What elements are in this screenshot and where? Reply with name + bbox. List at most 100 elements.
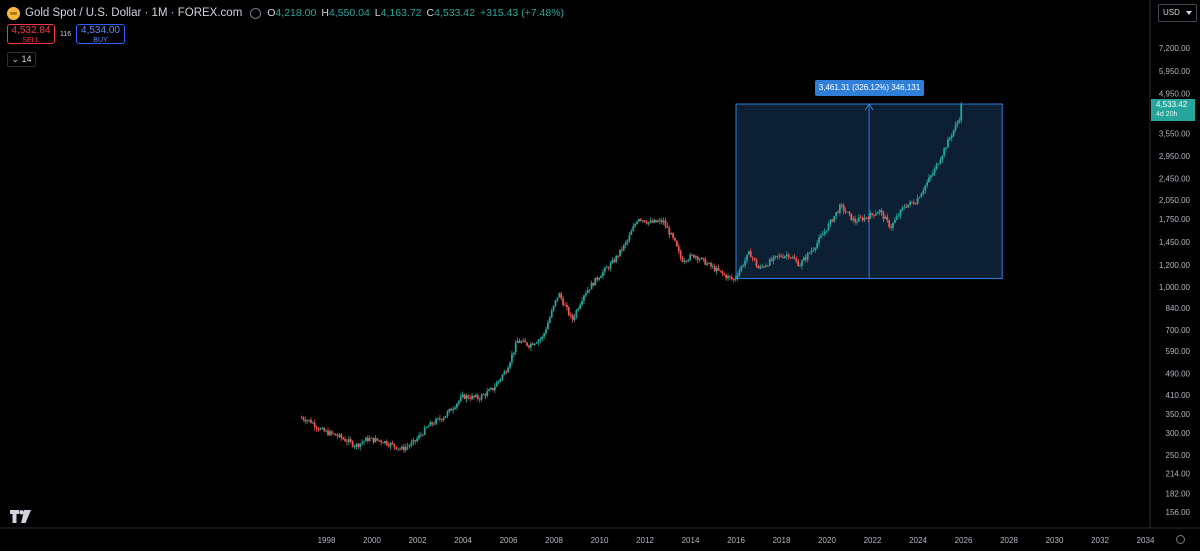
candle (336, 433, 339, 439)
candle (768, 257, 771, 267)
candle (448, 408, 451, 414)
candle (797, 258, 800, 267)
candle (476, 393, 479, 401)
candle (609, 261, 612, 272)
candle (327, 427, 329, 436)
candle (632, 222, 635, 232)
candle (456, 402, 458, 411)
candle (675, 240, 678, 247)
candle (886, 213, 889, 223)
sell-button[interactable]: 4,532.84 SELL (7, 24, 55, 44)
candle (562, 295, 564, 307)
candle (897, 212, 900, 218)
candle (529, 341, 532, 351)
ohlc-high: H4,550.04 (321, 7, 370, 19)
candle (729, 275, 731, 281)
candle (804, 254, 807, 263)
symbol-title[interactable]: Gold Spot / U.S. Dollar · 1M · FOREX.com (25, 7, 243, 19)
candle (715, 265, 718, 275)
settings-gear-icon[interactable] (1176, 535, 1185, 544)
ohlc-low: L4,163.72 (374, 7, 422, 19)
y-tick-label: 2,450.00 (1159, 175, 1191, 184)
candle (656, 218, 659, 223)
candle (393, 443, 396, 450)
candle (928, 174, 930, 183)
price-range-measure (735, 103, 1003, 280)
candle (641, 219, 644, 223)
candle (863, 214, 866, 223)
candle (346, 438, 348, 446)
candle (890, 223, 892, 231)
candle (638, 218, 640, 223)
y-tick-label: 700.00 (1166, 326, 1191, 335)
price-axis: 7,200.00 5,950.00 4,950.00 3,550.00 2,950.00… (1149, 0, 1191, 528)
candle (954, 121, 957, 133)
currency-selector[interactable]: USD (1158, 4, 1197, 22)
candle (575, 309, 578, 320)
candle (787, 253, 790, 260)
candle (689, 252, 692, 262)
candle (634, 222, 637, 228)
measure-arrowhead (864, 103, 874, 111)
candle (531, 342, 534, 346)
candle (427, 424, 430, 428)
candle (916, 194, 919, 205)
candle (808, 251, 811, 254)
candle (330, 429, 333, 437)
last-price-label: 4,533.42 4d 20h (1151, 99, 1195, 121)
candle (323, 427, 326, 432)
candle (774, 255, 777, 260)
indicator-toggle[interactable]: ⌄ 14 (7, 52, 36, 67)
candle (757, 265, 760, 269)
candle (789, 256, 792, 260)
candle (888, 219, 891, 229)
x-tick-label: 2014 (682, 536, 700, 545)
spread-value: 116 (60, 31, 72, 38)
candle (550, 308, 553, 319)
y-tick-label: 300.00 (1166, 429, 1191, 438)
candle (799, 263, 801, 267)
candle (412, 437, 415, 446)
x-tick-label: 2002 (409, 536, 427, 545)
candle (503, 369, 506, 376)
candle (507, 365, 510, 373)
candle (713, 263, 716, 273)
candle (342, 436, 345, 441)
candle (526, 342, 528, 347)
candle (459, 393, 462, 403)
x-tick-label: 2030 (1046, 536, 1064, 545)
candle (492, 387, 494, 392)
candle (571, 313, 574, 323)
candle (543, 332, 546, 340)
candle (759, 264, 762, 270)
candle (922, 187, 925, 196)
candle (564, 302, 566, 306)
candle (509, 361, 511, 370)
candle (401, 444, 403, 451)
tradingview-logo-icon[interactable] (10, 510, 32, 524)
x-tick-label: 2012 (636, 536, 654, 545)
candle (658, 217, 661, 225)
candle (334, 433, 337, 436)
candle (738, 267, 741, 278)
candle (435, 416, 437, 426)
candle (664, 217, 667, 229)
candle (895, 213, 898, 221)
candle (945, 147, 947, 152)
candle (539, 336, 542, 344)
candle (467, 394, 470, 400)
candle (907, 204, 910, 208)
candle (514, 340, 517, 356)
buy-button[interactable]: 4,534.00 BUY (76, 24, 125, 44)
candle (592, 282, 595, 287)
candle (698, 257, 701, 263)
candle (450, 407, 453, 411)
candle (829, 218, 832, 228)
candle (626, 238, 629, 246)
candle (892, 222, 894, 231)
candle (408, 443, 411, 449)
candle (920, 192, 923, 198)
candle (306, 419, 309, 425)
candle (584, 290, 587, 298)
